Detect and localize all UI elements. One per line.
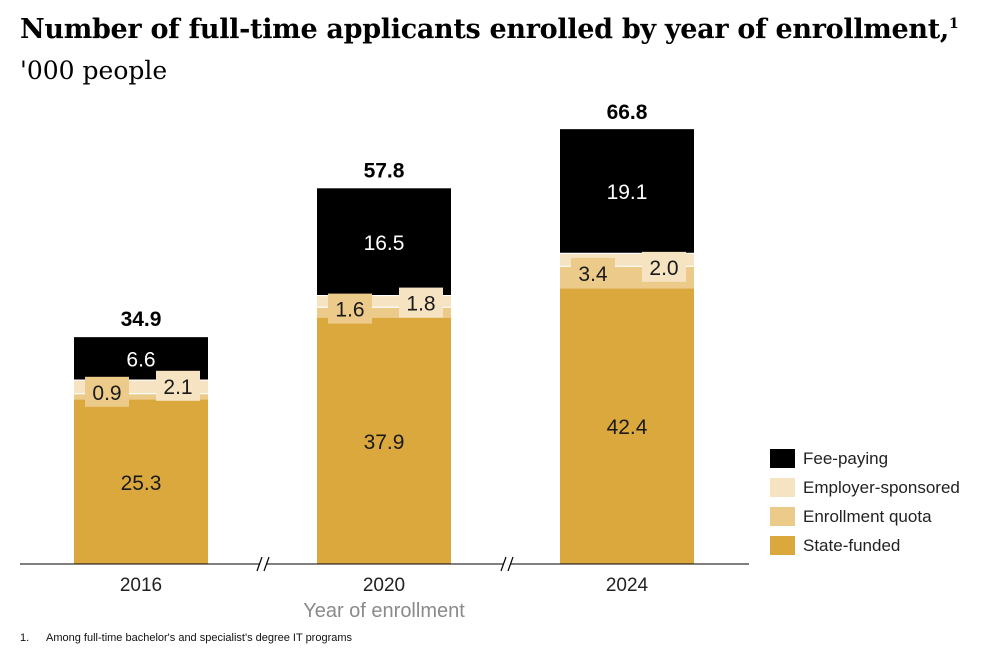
bar-segment-state-funded-2020 bbox=[317, 317, 451, 564]
legend-label-state-funded: State-funded bbox=[803, 536, 900, 555]
total-label-2024: 66.8 bbox=[607, 101, 648, 124]
bar-segment-enrollment-quota-2016 bbox=[74, 393, 208, 400]
bar-segment-state-funded-2016 bbox=[74, 399, 208, 564]
chart-title-text: Number of full-time applicants enrolled … bbox=[20, 14, 950, 45]
footnote-text: Among full-time bachelor's and specialis… bbox=[46, 632, 353, 644]
legend-label-employer-sponsored: Employer-sponsored bbox=[803, 478, 960, 497]
legend-swatch-employer-sponsored bbox=[770, 478, 795, 497]
footnote-number: 1. bbox=[20, 632, 30, 644]
callout-box-employer-sponsored-2020 bbox=[399, 287, 443, 318]
axis-break-mark-right-2 bbox=[507, 556, 514, 572]
x-tick-label-2024: 2024 bbox=[606, 575, 649, 596]
callout-box-employer-sponsored-2024 bbox=[642, 251, 686, 282]
value-label-state-funded-2016: 25.3 bbox=[121, 472, 162, 495]
bar-segment-state-funded-2024 bbox=[560, 288, 694, 564]
x-tick-label-2020: 2020 bbox=[363, 575, 405, 596]
axis-break-gap-2 bbox=[504, 558, 510, 570]
legend-swatch-fee-paying bbox=[770, 449, 795, 468]
axis-break-mark-left-1 bbox=[256, 556, 263, 572]
chart-title: Number of full-time applicants enrolled … bbox=[20, 14, 959, 45]
bar-segment-fee-paying-2020 bbox=[317, 188, 451, 296]
value-label-fee-paying-2016: 6.6 bbox=[126, 349, 155, 372]
axis-break-mark-left-2 bbox=[500, 556, 507, 572]
total-label-2016: 34.9 bbox=[121, 308, 162, 331]
value-label-state-funded-2020: 37.9 bbox=[364, 431, 405, 454]
footnote: 1. Among full-time bachelor's and special… bbox=[20, 632, 352, 644]
value-label-enrollment-quota-2024: 3.4 bbox=[578, 263, 608, 286]
callout-box-enrollment-quota-2016 bbox=[85, 376, 129, 407]
legend-label-fee-paying: Fee-paying bbox=[803, 449, 888, 468]
axis-break-mark-right-1 bbox=[263, 556, 270, 572]
callout-box-employer-sponsored-2016 bbox=[156, 370, 200, 401]
value-label-enrollment-quota-2016: 0.9 bbox=[92, 382, 121, 405]
total-label-2020: 57.8 bbox=[364, 159, 405, 182]
x-axis-title: Year of enrollment bbox=[303, 600, 465, 622]
value-label-employer-sponsored-2020: 1.8 bbox=[406, 293, 435, 316]
value-label-employer-sponsored-2024: 2.0 bbox=[649, 257, 678, 280]
x-tick-label-2016: 2016 bbox=[120, 575, 162, 596]
legend-swatch-state-funded bbox=[770, 536, 795, 555]
value-label-state-funded-2024: 42.4 bbox=[607, 416, 648, 439]
bar-segment-enrollment-quota-2020 bbox=[317, 307, 451, 318]
title-footnote-marker: 1 bbox=[949, 16, 959, 32]
value-label-fee-paying-2020: 16.5 bbox=[364, 232, 405, 255]
bar-segment-employer-sponsored-2020 bbox=[317, 295, 451, 308]
callout-box-enrollment-quota-2020 bbox=[328, 293, 372, 324]
callout-box-enrollment-quota-2024 bbox=[571, 257, 615, 288]
value-label-fee-paying-2024: 19.1 bbox=[607, 181, 648, 204]
value-label-employer-sponsored-2016: 2.1 bbox=[163, 376, 192, 399]
bar-segment-fee-paying-2024 bbox=[560, 129, 694, 254]
legend-swatch-enrollment-quota bbox=[770, 507, 795, 526]
chart-subtitle: '000 people bbox=[20, 56, 168, 85]
axis-break-gap-1 bbox=[260, 558, 266, 570]
value-label-enrollment-quota-2020: 1.6 bbox=[335, 299, 364, 322]
legend-label-enrollment-quota: Enrollment quota bbox=[803, 507, 932, 526]
